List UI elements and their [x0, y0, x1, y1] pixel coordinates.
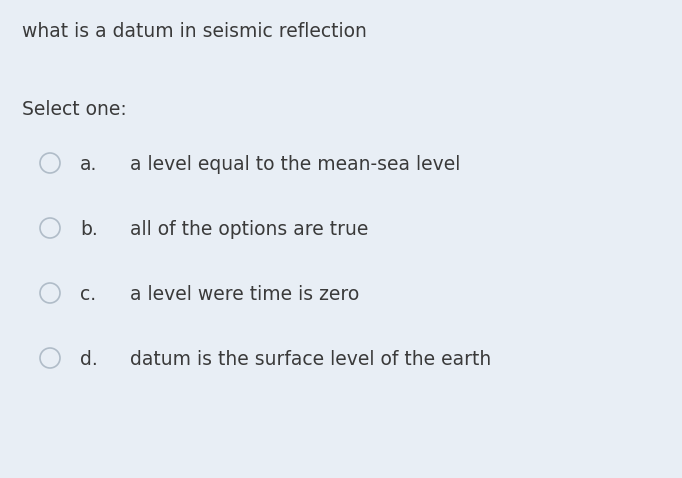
- Text: a level equal to the mean-sea level: a level equal to the mean-sea level: [130, 155, 460, 174]
- Text: a level were time is zero: a level were time is zero: [130, 285, 359, 304]
- Text: a.: a.: [80, 155, 98, 174]
- Text: d.: d.: [80, 350, 98, 369]
- Text: datum is the surface level of the earth: datum is the surface level of the earth: [130, 350, 491, 369]
- Text: c.: c.: [80, 285, 96, 304]
- Text: b.: b.: [80, 220, 98, 239]
- Text: all of the options are true: all of the options are true: [130, 220, 368, 239]
- Text: Select one:: Select one:: [22, 100, 127, 119]
- Text: what is a datum in seismic reflection: what is a datum in seismic reflection: [22, 22, 367, 41]
